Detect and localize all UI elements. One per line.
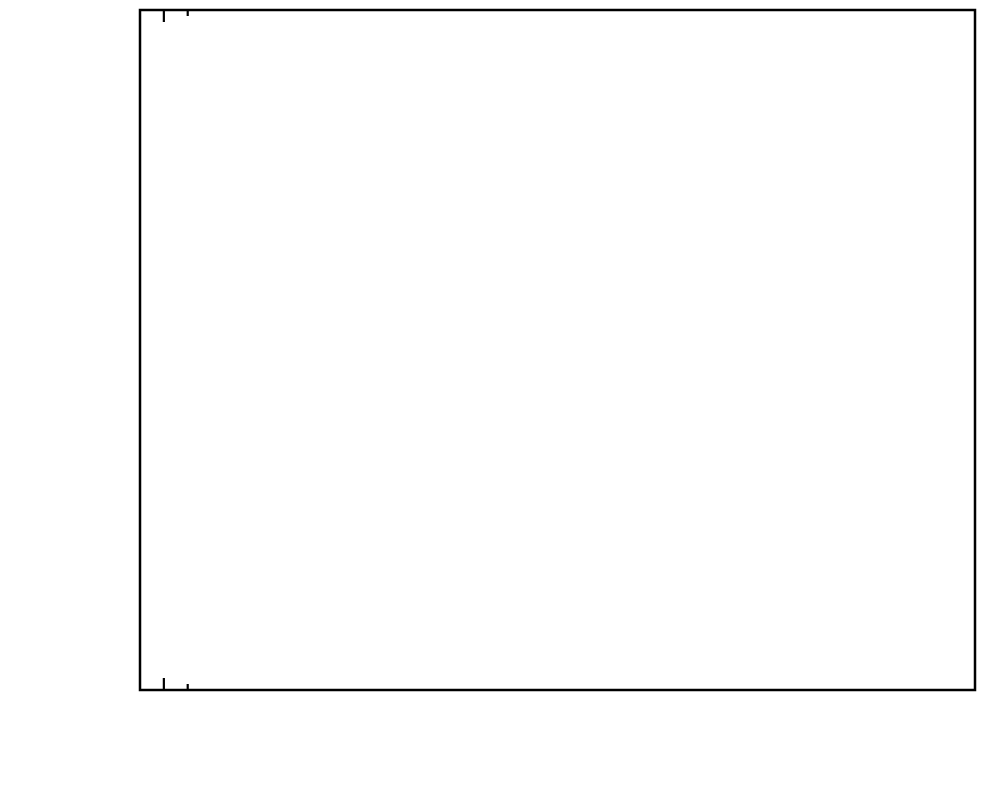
plot-area [140, 10, 975, 690]
rl-chart [0, 0, 1000, 798]
chart-container [0, 0, 1000, 798]
